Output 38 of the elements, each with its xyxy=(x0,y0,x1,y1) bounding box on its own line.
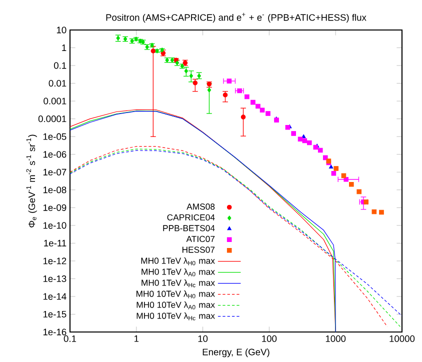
y-tick-label: 0.001 xyxy=(44,98,66,104)
y-tick-label: 1e-08 xyxy=(43,186,66,194)
y-tick-label: 0.1 xyxy=(54,62,66,69)
legend-label: MH0 10TeV λ$_{A0}$ max xyxy=(136,302,215,310)
y-tick-label: 1e-12 xyxy=(43,258,66,264)
x-tick-label: 10000 xyxy=(390,335,415,342)
y-tick-label: 1e-14 xyxy=(43,293,66,300)
legend-label: ATIC07 xyxy=(186,236,215,242)
y-tick-label: 1e-10 xyxy=(43,222,66,229)
x-tick-label: 100 xyxy=(262,335,277,342)
y-tick-label: 0.01 xyxy=(48,80,66,87)
x-tick-label: 0.1 xyxy=(64,335,76,342)
legend-label: MH0 10TeV λ$_{Hc}$ max xyxy=(136,312,215,320)
y-tick-label: 1e-05 xyxy=(43,133,66,140)
y-tick-label: 1 xyxy=(62,44,66,51)
y-tick-label: 1e-09 xyxy=(43,204,66,211)
y-tick-label: 1e-07 xyxy=(43,168,66,176)
legend-label: PPB-BETS04 xyxy=(163,225,215,232)
legend-label: HESS07 xyxy=(182,246,215,253)
y-tick-label: 1e-16 xyxy=(43,328,66,336)
legend-label: MH0 1TeV λ$_{A0}$ max xyxy=(142,268,215,276)
legend-label: AMS08 xyxy=(186,204,215,210)
x-tick-label: 1000 xyxy=(326,335,346,342)
y-tick-label: 10 xyxy=(56,26,66,34)
y-tick-label: 1e-15 xyxy=(43,310,66,318)
chart-title: Positron (AMS+CAPRICE) and e$^{+}$ + e$^{-}$ (PPB+ATIC+HESS) flux xyxy=(106,12,366,23)
text: Φ$_{e}$ (GeV$^{-1}$ m$^{-2}$ s$^{-1}$ sr$^{-1}$) xyxy=(26,134,37,228)
y-tick-label: 1e-13 xyxy=(43,275,66,282)
x-axis-title: Energy, E (GeV) xyxy=(202,348,270,358)
x-tick-label: 10 xyxy=(198,335,208,342)
legend-label: CAPRICE04 xyxy=(167,214,215,220)
legend-label: MH0 1TeV λ$_{Hc}$ max xyxy=(142,279,215,288)
y-tick-label: 1e-11 xyxy=(44,240,66,246)
legend-label: MH0 1TeV λ$_{H0}$ max xyxy=(141,257,215,266)
y-tick-label: 1e-06 xyxy=(43,151,66,158)
x-tick-label: 1 xyxy=(134,335,139,342)
legend-label: MH0 10TeV λ$_{H0}$ max xyxy=(136,290,215,298)
y-tick-label: 0.0001 xyxy=(38,116,66,122)
